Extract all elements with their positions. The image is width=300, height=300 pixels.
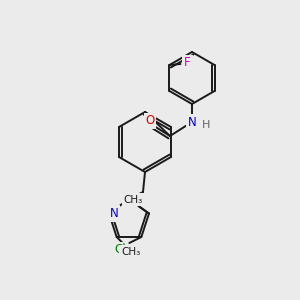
Text: H: H (202, 120, 210, 130)
Text: N: N (124, 191, 134, 205)
Text: Cl: Cl (115, 244, 126, 256)
Text: F: F (184, 56, 191, 70)
Text: O: O (146, 115, 154, 128)
Text: N: N (188, 116, 196, 128)
Text: CH₃: CH₃ (123, 194, 142, 205)
Text: N: N (110, 207, 118, 220)
Text: CH₃: CH₃ (121, 247, 140, 257)
